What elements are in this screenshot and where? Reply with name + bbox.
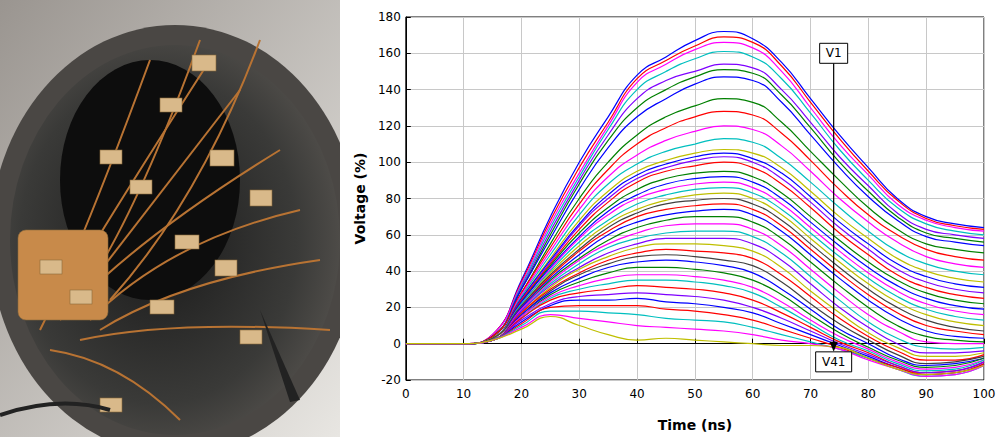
svg-text:Time (ns): Time (ns) bbox=[658, 417, 732, 433]
svg-text:20: 20 bbox=[514, 387, 529, 401]
svg-text:10: 10 bbox=[456, 387, 471, 401]
svg-text:Voltage (%): Voltage (%) bbox=[352, 153, 368, 245]
svg-text:70: 70 bbox=[803, 387, 818, 401]
svg-text:100: 100 bbox=[973, 387, 996, 401]
svg-text:60: 60 bbox=[745, 387, 760, 401]
svg-text:0: 0 bbox=[402, 387, 410, 401]
svg-text:60: 60 bbox=[386, 228, 401, 242]
svg-text:90: 90 bbox=[919, 387, 934, 401]
svg-text:0: 0 bbox=[393, 337, 401, 351]
svg-text:40: 40 bbox=[629, 387, 644, 401]
svg-text:-20: -20 bbox=[381, 373, 401, 387]
svg-text:180: 180 bbox=[378, 10, 401, 24]
svg-text:100: 100 bbox=[378, 155, 401, 169]
svg-text:40: 40 bbox=[386, 264, 401, 278]
svg-text:80: 80 bbox=[386, 192, 401, 206]
svg-text:30: 30 bbox=[572, 387, 587, 401]
svg-text:V41: V41 bbox=[822, 355, 845, 369]
svg-text:160: 160 bbox=[378, 46, 401, 60]
svg-text:80: 80 bbox=[861, 387, 876, 401]
svg-text:20: 20 bbox=[386, 300, 401, 314]
svg-text:140: 140 bbox=[378, 83, 401, 97]
svg-text:50: 50 bbox=[687, 387, 702, 401]
svg-text:120: 120 bbox=[378, 119, 401, 133]
svg-text:V1: V1 bbox=[826, 46, 842, 60]
